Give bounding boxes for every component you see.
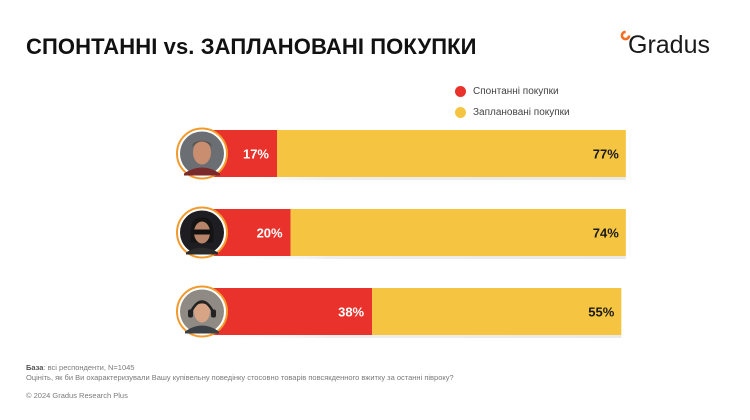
footer-copyright: © 2024 Gradus Research Plus	[26, 391, 128, 400]
avatar-shirt	[185, 325, 219, 334]
logo-mark-icon	[620, 30, 631, 41]
bar-shadow	[204, 175, 626, 180]
data-label-spontaneous: 17%	[243, 147, 269, 162]
bar-segment-planned	[277, 130, 626, 177]
data-label-planned: 77%	[593, 147, 619, 162]
footer-base-text: : всі респонденти, N=1045	[43, 363, 135, 372]
page-title: СПОНТАННІ vs. ЗАПЛАНОВАНІ ПОКУПКИ	[26, 34, 477, 59]
sunglasses-icon	[193, 229, 211, 235]
data-label-planned: 74%	[593, 226, 619, 241]
legend-label-spontaneous: Спонтанні покупки	[473, 85, 559, 97]
bar-segment-planned	[372, 288, 622, 335]
gradus-logo: Gradus	[620, 30, 710, 60]
footer-base: База: всі респонденти, N=1045	[26, 363, 134, 372]
legend-swatch-planned	[455, 106, 466, 118]
legend-item-spontaneous: Спонтанні покупки	[455, 82, 570, 100]
legend-swatch-spontaneous	[455, 85, 466, 97]
respondent-avatar-3	[176, 285, 228, 338]
chart-row-1: 17% 77%	[176, 127, 626, 180]
bar-shadow	[204, 254, 626, 259]
data-label-spontaneous: 20%	[257, 226, 283, 241]
avatar-face	[193, 140, 211, 165]
bar-shadow	[204, 333, 622, 338]
headphone-cup-left	[188, 309, 193, 318]
avatar-hair	[192, 140, 212, 148]
bar-segment-spontaneous	[200, 288, 373, 335]
avatar-face	[194, 300, 210, 323]
avatar-shirt	[186, 247, 218, 255]
chart-row-2: 20% 74%	[176, 206, 626, 259]
legend-label-planned: Заплановані покупки	[473, 106, 570, 118]
data-label-planned: 55%	[588, 305, 614, 320]
footer-base-label: База	[26, 363, 44, 372]
legend-item-planned: Заплановані покупки	[455, 103, 570, 121]
footer-question: Оцініть, як би Ви охарактеризували Вашу …	[26, 373, 454, 382]
chart-legend: Спонтанні покупки Заплановані покупки	[455, 82, 570, 124]
bar-segment-planned	[290, 209, 626, 256]
data-label-spontaneous: 38%	[338, 305, 364, 320]
avatar-shirt	[184, 167, 220, 176]
logo-text: Gradus	[628, 31, 710, 59]
chart-row-3: 38% 55%	[176, 285, 622, 338]
respondent-avatar-2	[176, 206, 228, 259]
respondent-avatar-1	[176, 127, 228, 180]
headphone-cup-right	[211, 309, 216, 318]
